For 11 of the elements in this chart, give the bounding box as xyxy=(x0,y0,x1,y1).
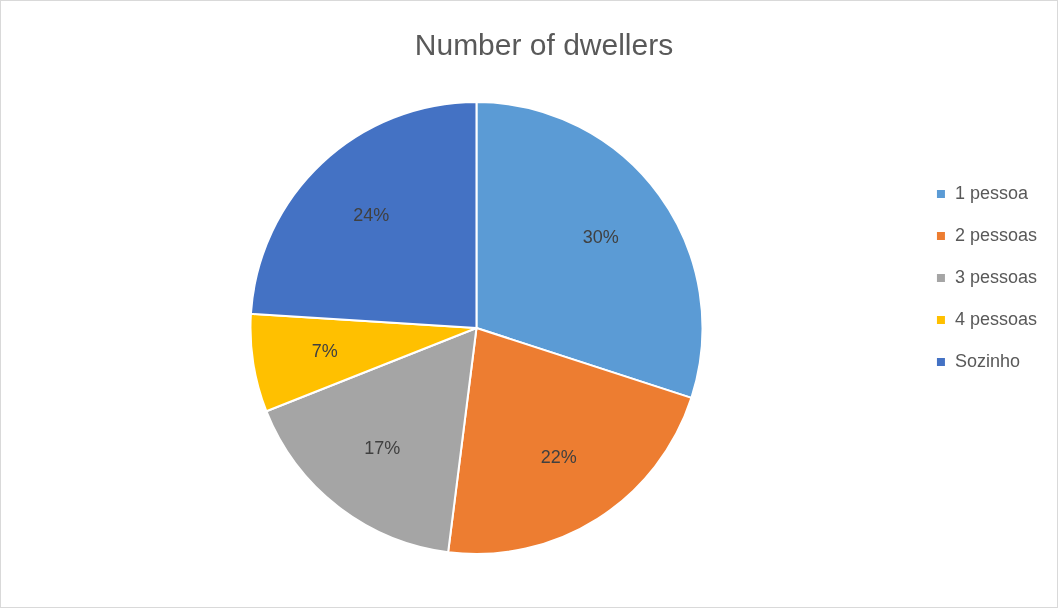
data-label: 24% xyxy=(353,204,390,225)
legend-label: Sozinho xyxy=(954,350,1021,371)
data-label: 7% xyxy=(311,341,338,362)
legend-label: 2 pessoas xyxy=(954,224,1038,245)
chart-title: Number of dwellers xyxy=(414,28,674,62)
legend-label: 3 pessoas xyxy=(954,266,1038,287)
data-label: 17% xyxy=(364,438,401,459)
legend-label: 1 pessoa xyxy=(954,182,1029,203)
data-label: 22% xyxy=(540,446,577,467)
legend-label: 4 pessoas xyxy=(954,308,1038,329)
data-label: 30% xyxy=(582,226,619,247)
